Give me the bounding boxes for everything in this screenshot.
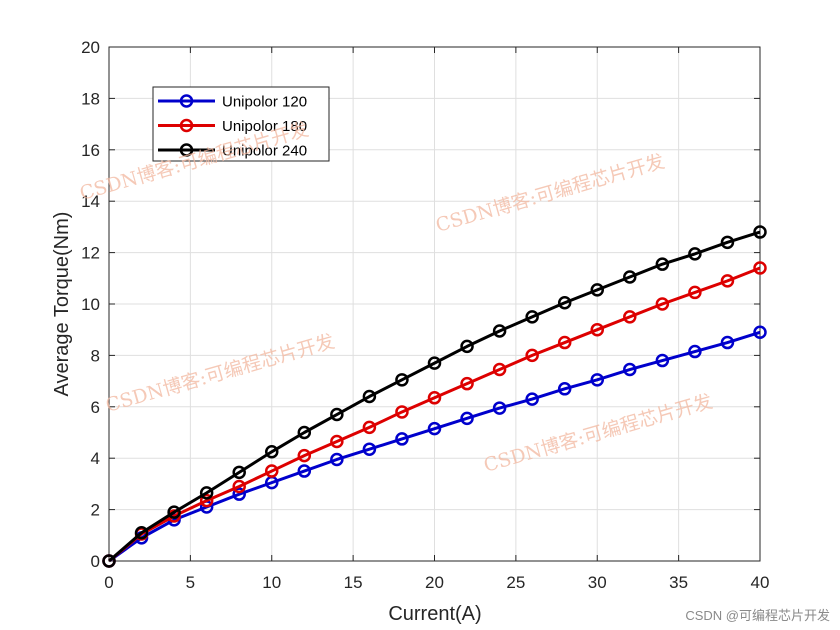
x-tick-label: 10 [262,573,281,592]
data-point-marker [590,283,604,297]
data-point-marker [134,525,149,540]
data-point-marker [427,421,442,436]
data-point-marker [720,235,735,250]
legend-swatch-marker [179,118,194,133]
series-layer [102,225,767,568]
data-point-marker [720,274,735,288]
legend-entry-label: Unipolor 120 [222,94,307,111]
data-point-marker [753,225,767,239]
data-point-marker [265,464,279,478]
x-tick-label: 20 [425,573,444,592]
x-axis-ticks: 0 5 10 15 20 25 30 35 40 [104,47,769,592]
data-point-marker [492,401,507,415]
credit-watermark: CSDN @可编程芯片开发 [685,608,830,623]
data-point-marker [395,405,409,419]
data-point-marker [525,392,539,406]
series-line [108,330,761,563]
data-point-marker [199,486,214,500]
data-point-marker [688,344,702,359]
x-axis-label: Current(A) [388,603,481,625]
legend-entry-label: Unipolor 180 [222,118,307,135]
data-point-marker [655,297,670,311]
x-tick-label: 0 [104,573,113,592]
data-point-marker [199,493,214,508]
data-point-marker [232,479,246,494]
data-point-marker [395,373,409,387]
x-tick-label: 30 [588,573,607,592]
data-point-marker [590,373,604,387]
data-point-marker [330,434,344,449]
x-tick-label: 5 [186,573,195,592]
data-point-marker [557,335,572,350]
y-tick-label: 14 [81,192,100,211]
data-point-marker [330,407,344,422]
data-point-marker [557,382,572,396]
data-point-marker [492,362,507,377]
data-point-marker [492,324,507,338]
data-point-marker [232,465,246,480]
data-point-marker [297,448,312,463]
data-point-marker [232,487,246,501]
y-tick-label: 18 [81,89,100,108]
y-tick-label: 16 [81,141,100,160]
data-point-marker [688,247,702,261]
data-point-marker [720,335,735,350]
x-tick-label: 35 [669,573,688,592]
data-point-marker [655,353,670,368]
y-tick-label: 4 [91,449,100,468]
y-tick-label: 0 [91,552,100,571]
data-point-marker [297,425,312,440]
legend: Unipolor 120 Unipolor 180 Unipolor 240 [152,86,330,162]
data-point-marker [753,325,767,340]
data-point-marker [460,376,474,391]
data-point-marker [688,285,702,300]
data-point-marker [102,554,116,568]
data-point-marker [460,339,474,354]
series-unipolor-180 [102,261,767,568]
data-point-marker [623,270,637,284]
data-point-marker [330,452,344,467]
grid-lines [109,47,760,561]
x-tick-label: 25 [506,573,525,592]
x-tick-label: 40 [751,573,770,592]
data-point-marker [167,505,181,519]
data-point-marker [427,356,442,370]
data-point-marker [525,310,539,324]
y-axis-ticks: 0 2 4 6 8 10 12 14 16 18 20 [81,38,760,571]
data-point-marker [395,432,409,446]
y-tick-label: 10 [81,295,100,314]
data-point-marker [362,420,377,435]
data-point-marker [623,362,637,377]
data-point-marker [623,310,637,324]
data-point-marker [297,464,312,478]
y-tick-label: 12 [81,244,100,263]
data-point-marker [557,295,572,310]
series-line [108,266,761,563]
data-point-marker [590,322,604,337]
data-point-marker [753,261,767,275]
legend-swatch-marker [179,143,194,157]
data-point-marker [362,442,377,456]
legend-entry-label: Unipolor 240 [222,143,307,160]
data-point-marker [460,411,474,426]
y-tick-label: 6 [91,398,100,417]
data-point-marker [427,391,442,405]
x-tick-label: 15 [344,573,363,592]
y-tick-label: 8 [91,346,100,365]
data-point-marker [265,445,279,459]
data-point-marker [525,348,539,363]
data-point-marker [655,257,670,271]
y-tick-label: 2 [91,501,100,520]
legend-swatch-marker [179,94,194,108]
series-line [108,230,761,563]
data-point-marker [362,389,377,404]
y-tick-label: 20 [81,38,100,57]
series-unipolor-240 [102,225,767,568]
y-axis-label: Average Torque(Nm) [51,212,73,397]
